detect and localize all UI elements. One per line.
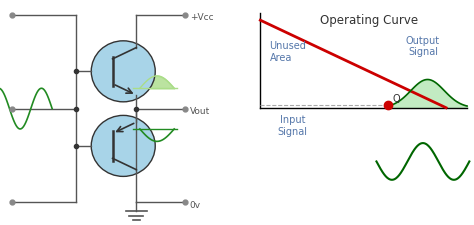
Text: +Vcc: +Vcc (190, 13, 213, 22)
Circle shape (91, 42, 155, 102)
Text: Output
Signal: Output Signal (406, 36, 440, 57)
Circle shape (91, 116, 155, 177)
Text: Input
Signal: Input Signal (278, 114, 308, 136)
Text: Q: Q (392, 93, 401, 103)
Text: 0v: 0v (190, 200, 201, 209)
Text: Vout: Vout (190, 107, 210, 116)
Text: Operating Curve: Operating Curve (320, 14, 419, 27)
Text: Unused
Area: Unused Area (270, 41, 307, 63)
